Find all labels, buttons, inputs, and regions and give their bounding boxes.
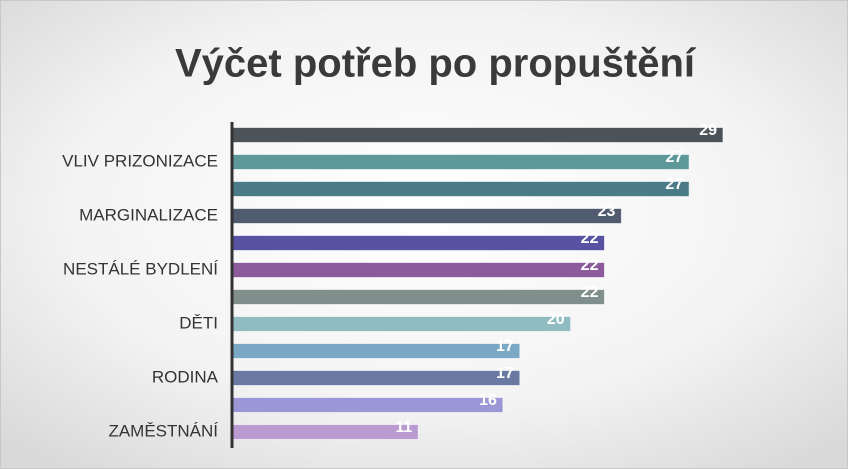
data-label: 11 [395,419,412,436]
bar [231,424,419,440]
bar [231,262,605,278]
y-tick-label: VLIV PRIZONIZACE [62,151,218,170]
data-label: 17 [496,365,514,382]
bar [231,343,521,359]
bar [231,181,690,197]
bar [231,289,605,305]
bar [231,127,724,143]
data-label: 22 [581,230,599,247]
y-tick-label: ZAMĚSTNÁNÍ [108,421,218,440]
bar [231,316,572,332]
bar [231,397,504,413]
bar [231,370,521,386]
y-tick-label: DĚTI [179,313,218,332]
data-label: 23 [598,203,616,220]
y-tick-label: RODINA [152,367,219,386]
y-tick-label: MARGINALIZACE [79,205,218,224]
data-label: 27 [665,149,683,166]
data-label: 29 [699,122,717,139]
data-label: 27 [665,176,683,193]
data-label: 16 [479,392,497,409]
data-label: 22 [581,257,599,274]
chart-title: Výčet potřeb po propuštění [175,42,697,86]
data-label: 17 [496,338,514,355]
bar [231,154,690,170]
bar [231,208,622,224]
data-label: 20 [547,311,565,328]
data-label: 22 [581,284,599,301]
bar [231,235,605,251]
y-tick-label: NESTÁLÉ BYDLENÍ [63,259,218,278]
